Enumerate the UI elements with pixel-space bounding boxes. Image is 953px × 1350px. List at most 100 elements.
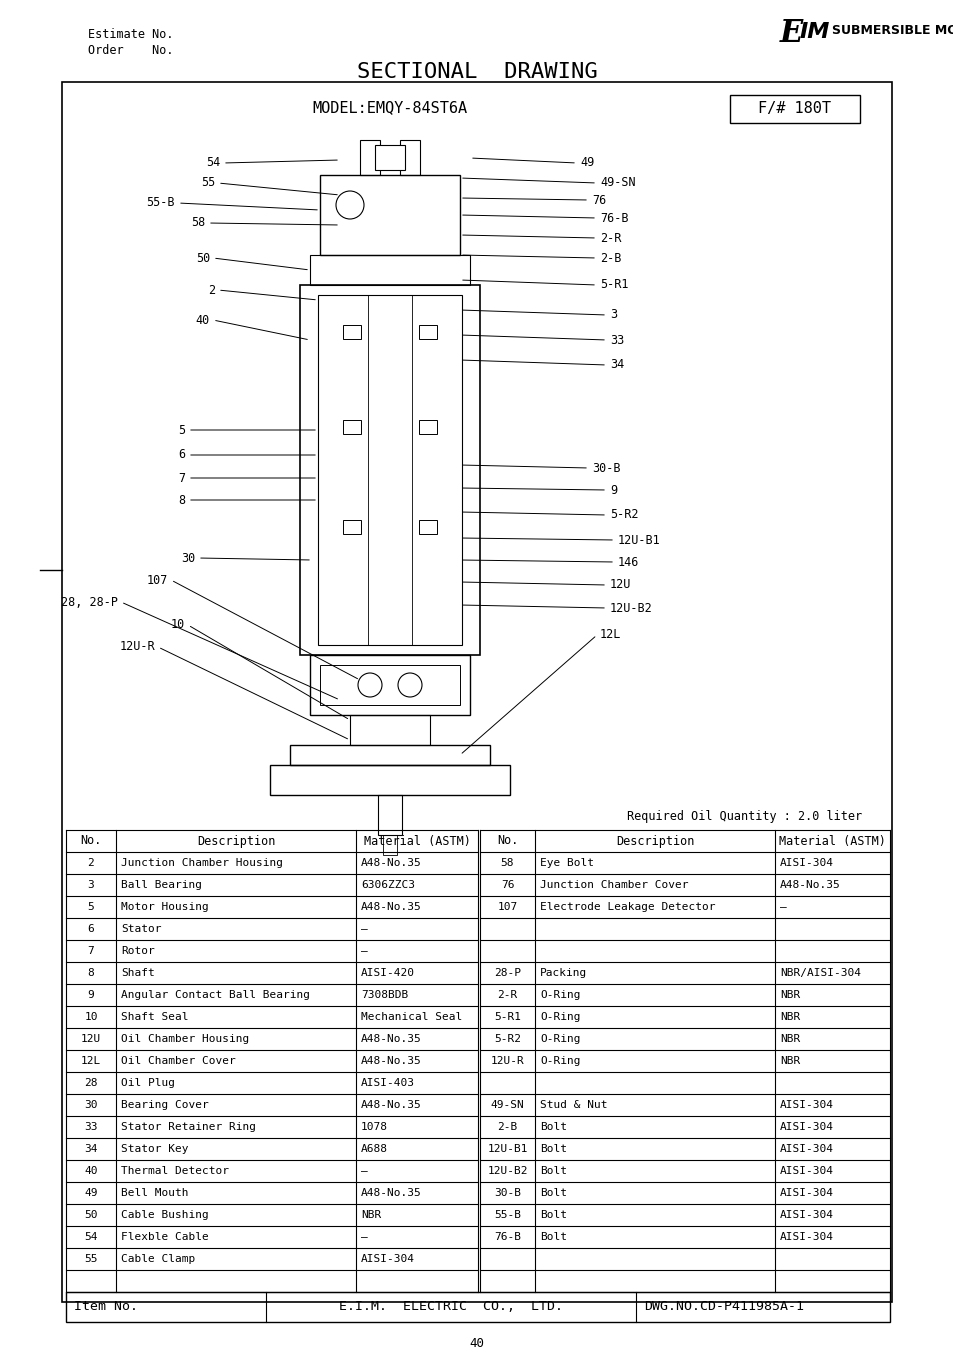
Text: 76-B: 76-B [494,1233,520,1242]
Text: AISI-304: AISI-304 [780,1166,833,1176]
Text: A688: A688 [360,1143,388,1154]
Text: 12U-B2: 12U-B2 [487,1166,527,1176]
Bar [729,95,859,123]
Text: 12U: 12U [609,579,631,591]
Text: Order    No.: Order No. [88,45,173,57]
Text: 12U-B1: 12U-B1 [487,1143,527,1154]
Text: 33: 33 [84,1122,97,1133]
Text: O-Ring: O-Ring [539,990,579,1000]
Text: A48-No.35: A48-No.35 [360,1188,421,1197]
Text: 107: 107 [497,902,517,913]
Bar [343,325,360,339]
Text: 9: 9 [88,990,94,1000]
Text: 28-P: 28-P [494,968,520,977]
Text: SUBMERSIBLE MOTORS: SUBMERSIBLE MOTORS [831,24,953,36]
Text: Junction Chamber Housing: Junction Chamber Housing [121,859,283,868]
Bar [62,82,891,1301]
Bar [270,765,510,795]
Bar [299,285,479,655]
Text: A48-No.35: A48-No.35 [360,902,421,913]
Text: 5: 5 [177,424,185,436]
Text: 1078: 1078 [360,1122,388,1133]
Text: NBR: NBR [780,1012,800,1022]
Bar [350,716,430,745]
Text: 5-R2: 5-R2 [494,1034,520,1044]
Text: 58: 58 [500,859,514,868]
Text: 40: 40 [469,1336,484,1350]
Text: 55-B: 55-B [494,1210,520,1220]
Text: Description: Description [196,834,274,848]
Text: 12U-B1: 12U-B1 [618,533,660,547]
Text: SECTIONAL  DRAWING: SECTIONAL DRAWING [356,62,597,82]
Text: Eye Bolt: Eye Bolt [539,859,594,868]
Text: Bearing Cover: Bearing Cover [121,1100,209,1110]
Text: 76: 76 [592,193,605,207]
Text: 7: 7 [177,471,185,485]
Text: Motor Housing: Motor Housing [121,902,209,913]
Text: 2-R: 2-R [497,990,517,1000]
Text: 34: 34 [84,1143,97,1154]
Bar [317,296,461,645]
Bar [375,144,405,170]
Text: 5-R1: 5-R1 [599,278,628,292]
Text: 49: 49 [84,1188,97,1197]
Text: Stator Retainer Ring: Stator Retainer Ring [121,1122,255,1133]
Text: Bolt: Bolt [539,1122,566,1133]
Bar [66,1292,889,1322]
Text: 3: 3 [88,880,94,890]
Text: 10: 10 [84,1012,97,1022]
Text: Shaft Seal: Shaft Seal [121,1012,189,1022]
Text: O-Ring: O-Ring [539,1056,579,1066]
Text: O-Ring: O-Ring [539,1012,579,1022]
Text: 28, 28-P: 28, 28-P [61,595,118,609]
Text: AISI-304: AISI-304 [780,1143,833,1154]
Text: 40: 40 [195,313,210,327]
Text: Junction Chamber Cover: Junction Chamber Cover [539,880,688,890]
Text: 2-R: 2-R [599,231,620,244]
Text: 30: 30 [84,1100,97,1110]
Text: 55: 55 [84,1254,97,1264]
Text: 146: 146 [618,555,639,568]
Text: Bolt: Bolt [539,1143,566,1154]
Text: A48-No.35: A48-No.35 [360,1056,421,1066]
Bar [418,325,436,339]
Text: 30-B: 30-B [592,462,619,474]
Text: 10: 10 [171,618,185,632]
Text: Ball Bearing: Ball Bearing [121,880,202,890]
Text: Angular Contact Ball Bearing: Angular Contact Ball Bearing [121,990,310,1000]
Text: A48-No.35: A48-No.35 [360,859,421,868]
Text: Stator Key: Stator Key [121,1143,189,1154]
Text: 55: 55 [200,177,214,189]
Text: 3: 3 [609,309,617,321]
Text: Required Oil Quantity : 2.0 liter: Required Oil Quantity : 2.0 liter [626,810,862,824]
Text: AISI-304: AISI-304 [780,859,833,868]
Text: Bolt: Bolt [539,1233,566,1242]
Text: 107: 107 [147,574,168,586]
Text: —: — [360,923,367,934]
Bar [343,420,360,433]
Text: Oil Chamber Housing: Oil Chamber Housing [121,1034,249,1044]
Text: 5-R1: 5-R1 [494,1012,520,1022]
Text: 8: 8 [88,968,94,977]
Text: 12U: 12U [81,1034,101,1044]
Text: 54: 54 [206,157,220,170]
Text: DWG.NO.CD-P411985A-1: DWG.NO.CD-P411985A-1 [643,1300,803,1314]
Text: AISI-304: AISI-304 [780,1210,833,1220]
Text: Oil Plug: Oil Plug [121,1079,174,1088]
Text: Cable Clamp: Cable Clamp [121,1254,195,1264]
Text: IM: IM [800,22,829,42]
Text: 33: 33 [609,333,623,347]
Text: AISI-304: AISI-304 [780,1233,833,1242]
Text: F/# 180T: F/# 180T [758,101,831,116]
Text: AISI-304: AISI-304 [780,1122,833,1133]
Text: 12L: 12L [599,629,620,641]
Text: 6306ZZC3: 6306ZZC3 [360,880,415,890]
Bar [418,420,436,433]
Text: —: — [360,1166,367,1176]
Text: 12U-B2: 12U-B2 [609,602,652,614]
Text: No.: No. [80,834,102,848]
Text: Stator: Stator [121,923,161,934]
Text: 6: 6 [88,923,94,934]
Text: NBR: NBR [780,990,800,1000]
Text: 7: 7 [88,946,94,956]
